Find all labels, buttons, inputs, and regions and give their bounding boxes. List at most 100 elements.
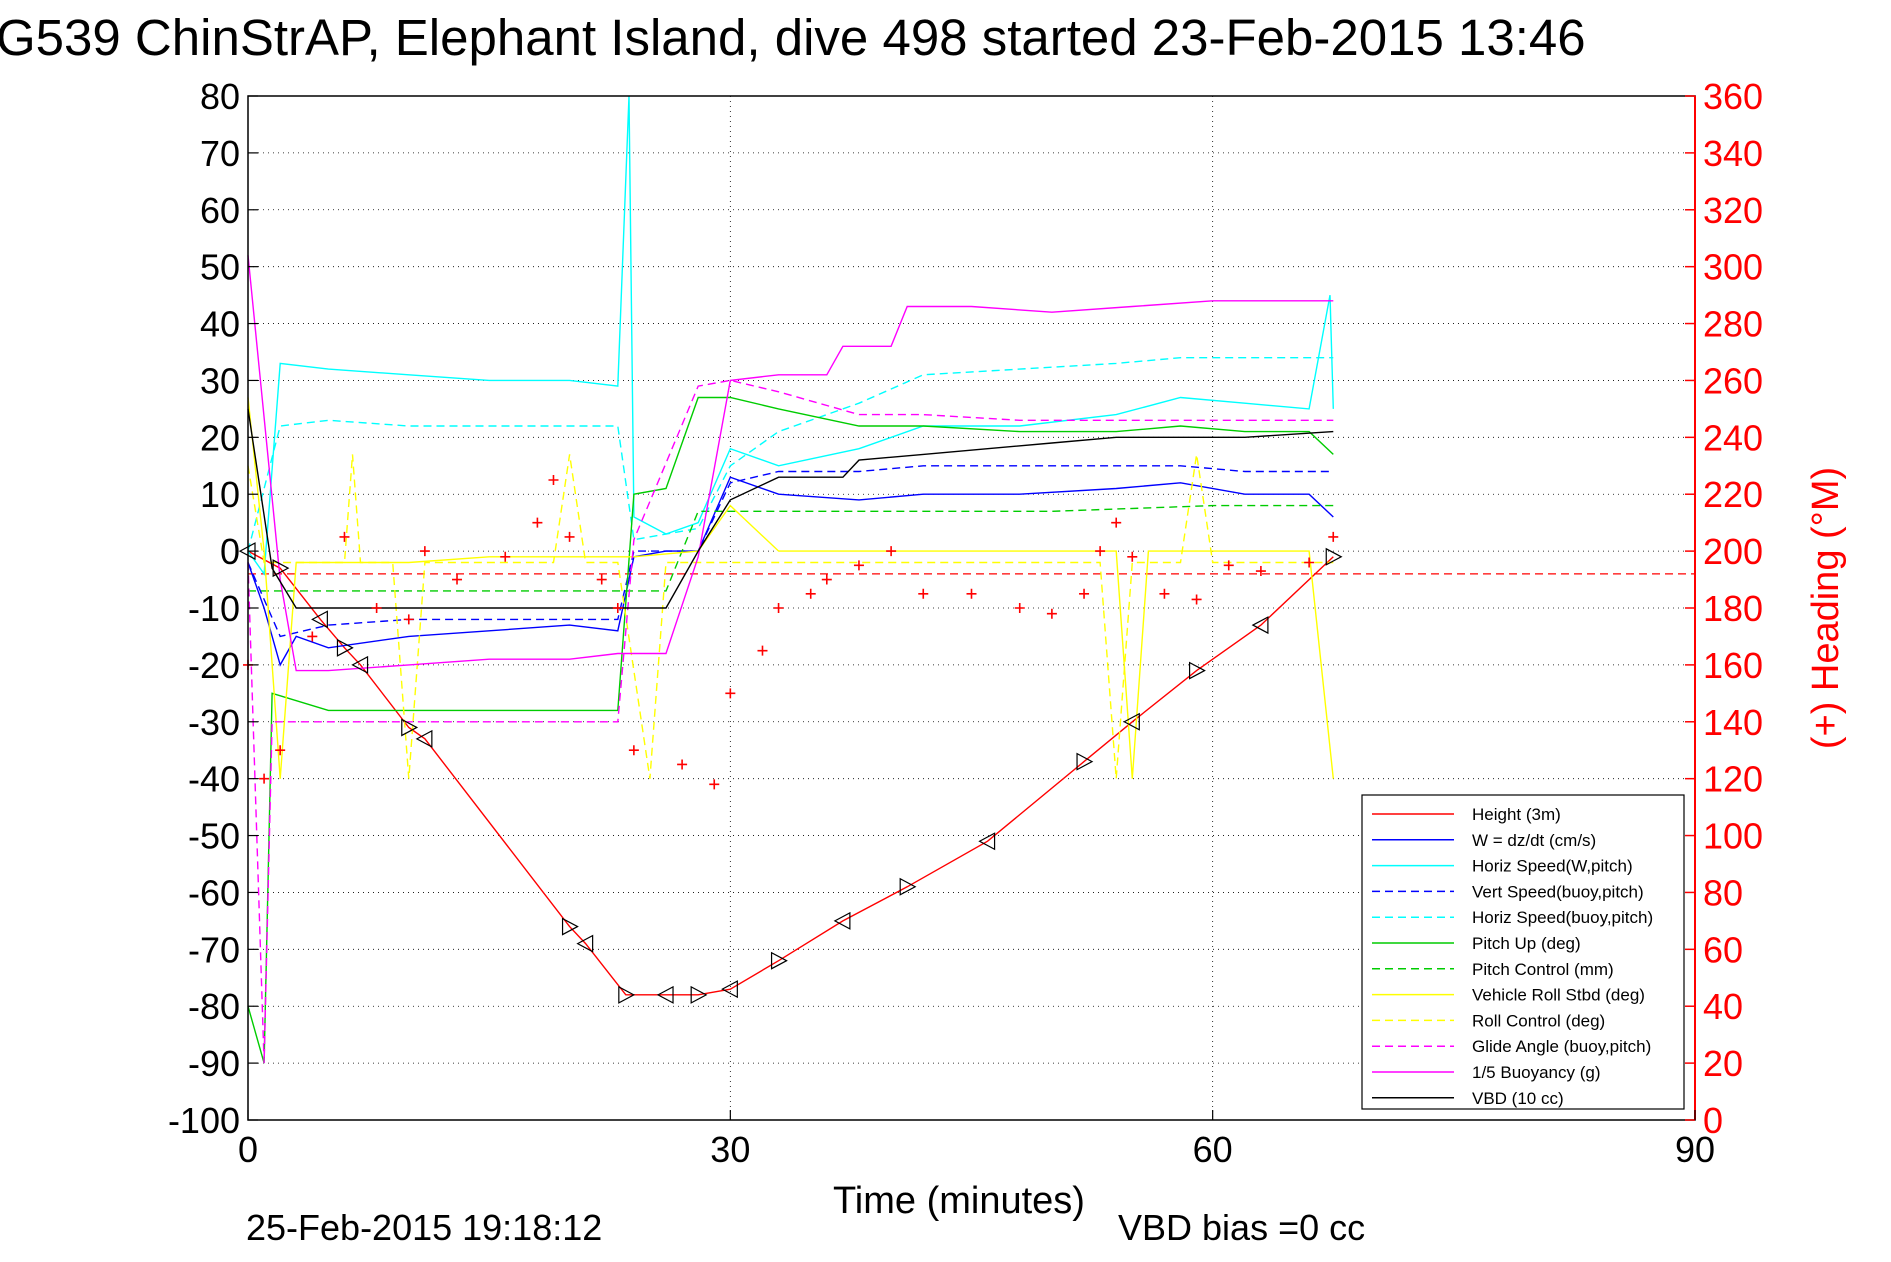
heading-point <box>1304 557 1315 568</box>
heading-point <box>773 603 784 613</box>
right-tick-label: 180 <box>1703 588 1763 629</box>
series-line-5 <box>247 396 1334 1064</box>
series-line-8 <box>247 454 1334 779</box>
legend-entry-label: 1/5 Buoyancy (g) <box>1472 1063 1601 1082</box>
legend-entry-label: Roll Control (deg) <box>1472 1011 1605 1030</box>
depth-marker <box>690 985 708 1004</box>
right-axis-label: (+) Heading (°M) <box>1805 467 1847 749</box>
left-tick-label: -30 <box>188 702 240 743</box>
left-tick-label: 50 <box>200 247 240 288</box>
left-tick-label: -100 <box>168 1100 240 1141</box>
depth-marker <box>899 877 917 896</box>
right-tick-label: 100 <box>1703 816 1763 857</box>
heading-point <box>1079 588 1090 599</box>
legend-entry-label: Vehicle Roll Stbd (deg) <box>1472 986 1645 1005</box>
right-tick-label: 280 <box>1703 304 1763 345</box>
heading-point <box>259 773 270 784</box>
right-tick-label: 340 <box>1703 133 1763 174</box>
heading-point <box>918 588 929 599</box>
right-tick-label: 360 <box>1703 76 1763 117</box>
heading-point <box>371 603 382 613</box>
heading-point <box>452 574 463 585</box>
legend-box <box>1361 794 1685 1110</box>
depth-marker <box>1325 547 1343 566</box>
x-tick-label: 60 <box>1193 1129 1233 1170</box>
right-tick-label: 120 <box>1703 759 1763 800</box>
heading-point <box>1111 517 1122 528</box>
right-tick-label: 60 <box>1703 929 1743 970</box>
heading-point <box>548 475 559 485</box>
left-tick-label: 10 <box>200 474 240 515</box>
legend-entry-label: VBD (10 cc) <box>1472 1089 1564 1108</box>
left-tick-label: -70 <box>188 929 240 970</box>
heading-point <box>677 759 688 770</box>
x-axis-ticks: 0 30 60 90 <box>238 1110 1715 1170</box>
left-tick-label: -10 <box>188 588 240 629</box>
depth-marker <box>770 951 788 970</box>
heading-point <box>853 560 864 571</box>
right-tick-label: 220 <box>1703 474 1763 515</box>
right-tick-label: 140 <box>1703 702 1763 743</box>
heading-point <box>1223 560 1234 571</box>
right-y-axis-ticks: 3603403203002802602402202001801601401201… <box>1685 76 1763 1141</box>
legend-entry-label: Pitch Up (deg) <box>1472 934 1581 953</box>
depth-marker <box>1251 616 1269 635</box>
left-tick-label: 40 <box>200 304 240 345</box>
series-line-11 <box>247 408 1334 609</box>
heading-point <box>886 546 897 557</box>
left-tick-label: -20 <box>188 645 240 686</box>
heading-point <box>1328 531 1339 542</box>
series-line-4 <box>247 357 1334 552</box>
heading-point <box>596 574 607 585</box>
heading-point <box>612 603 623 613</box>
depth-marker <box>336 638 354 657</box>
series-layer <box>247 95 1695 1064</box>
heading-point <box>821 574 832 585</box>
left-tick-label: 20 <box>200 417 240 458</box>
right-tick-label: 0 <box>1703 1100 1723 1141</box>
left-tick-label: 60 <box>200 190 240 231</box>
markers-layer <box>238 475 1343 1004</box>
legend-entry-label: Vert Speed(buoy,pitch) <box>1472 882 1644 901</box>
legend-entry-label: Horiz Speed(W,pitch) <box>1472 857 1633 876</box>
legend-entry-label: Height (3m) <box>1472 805 1561 824</box>
heading-point <box>966 588 977 599</box>
depth-marker <box>1076 752 1094 771</box>
left-y-axis-ticks: 80 70 60 50 40 30 20 10 0 -10 -20 -30 -40 -50 -60 -70 -8… <box>168 76 258 1141</box>
series-line-0 <box>247 550 1334 996</box>
heading-point <box>1095 546 1106 557</box>
legend-entry-label: Glide Angle (buoy,pitch) <box>1472 1037 1651 1056</box>
right-tick-label: 20 <box>1703 1043 1743 1084</box>
legend: Height (3m) W = dz/dt (cm/s) Horiz Speed(W… <box>1361 794 1685 1110</box>
heading-point <box>532 517 543 528</box>
heading-point <box>725 688 736 699</box>
legend-entry-label: W = dz/dt (cm/s) <box>1472 831 1596 850</box>
heading-point <box>1046 608 1057 619</box>
depth-marker <box>618 985 636 1004</box>
heading-point <box>403 614 414 625</box>
depth-marker <box>656 985 674 1004</box>
right-tick-label: 40 <box>1703 986 1743 1027</box>
right-tick-label: 320 <box>1703 190 1763 231</box>
depth-marker <box>1123 712 1140 731</box>
right-tick-label: 260 <box>1703 360 1763 401</box>
heading-point <box>1159 588 1170 599</box>
heading-point <box>307 631 318 642</box>
series-line-6 <box>248 504 1334 592</box>
right-tick-label: 300 <box>1703 247 1763 288</box>
heading-point <box>275 745 286 756</box>
footer-vbd-bias: VBD bias =0 cc <box>1118 1207 1365 1248</box>
legend-entry-label: Horiz Speed(buoy,pitch) <box>1472 908 1653 927</box>
left-tick-label: 30 <box>200 360 240 401</box>
left-tick-label: -40 <box>188 759 240 800</box>
left-tick-label: -80 <box>188 986 240 1027</box>
left-tick-label: -60 <box>188 872 240 913</box>
series-line-9 <box>247 379 1334 1064</box>
chart-title: G539 ChinStrAP, Elephant Island, dive 49… <box>0 9 1586 66</box>
heading-point <box>419 546 430 557</box>
x-tick-label: 0 <box>238 1129 258 1170</box>
x-axis-label: Time (minutes) <box>833 1180 1085 1222</box>
depth-marker <box>415 729 433 748</box>
heading-point <box>757 645 768 656</box>
x-tick-label: 90 <box>1675 1129 1715 1170</box>
